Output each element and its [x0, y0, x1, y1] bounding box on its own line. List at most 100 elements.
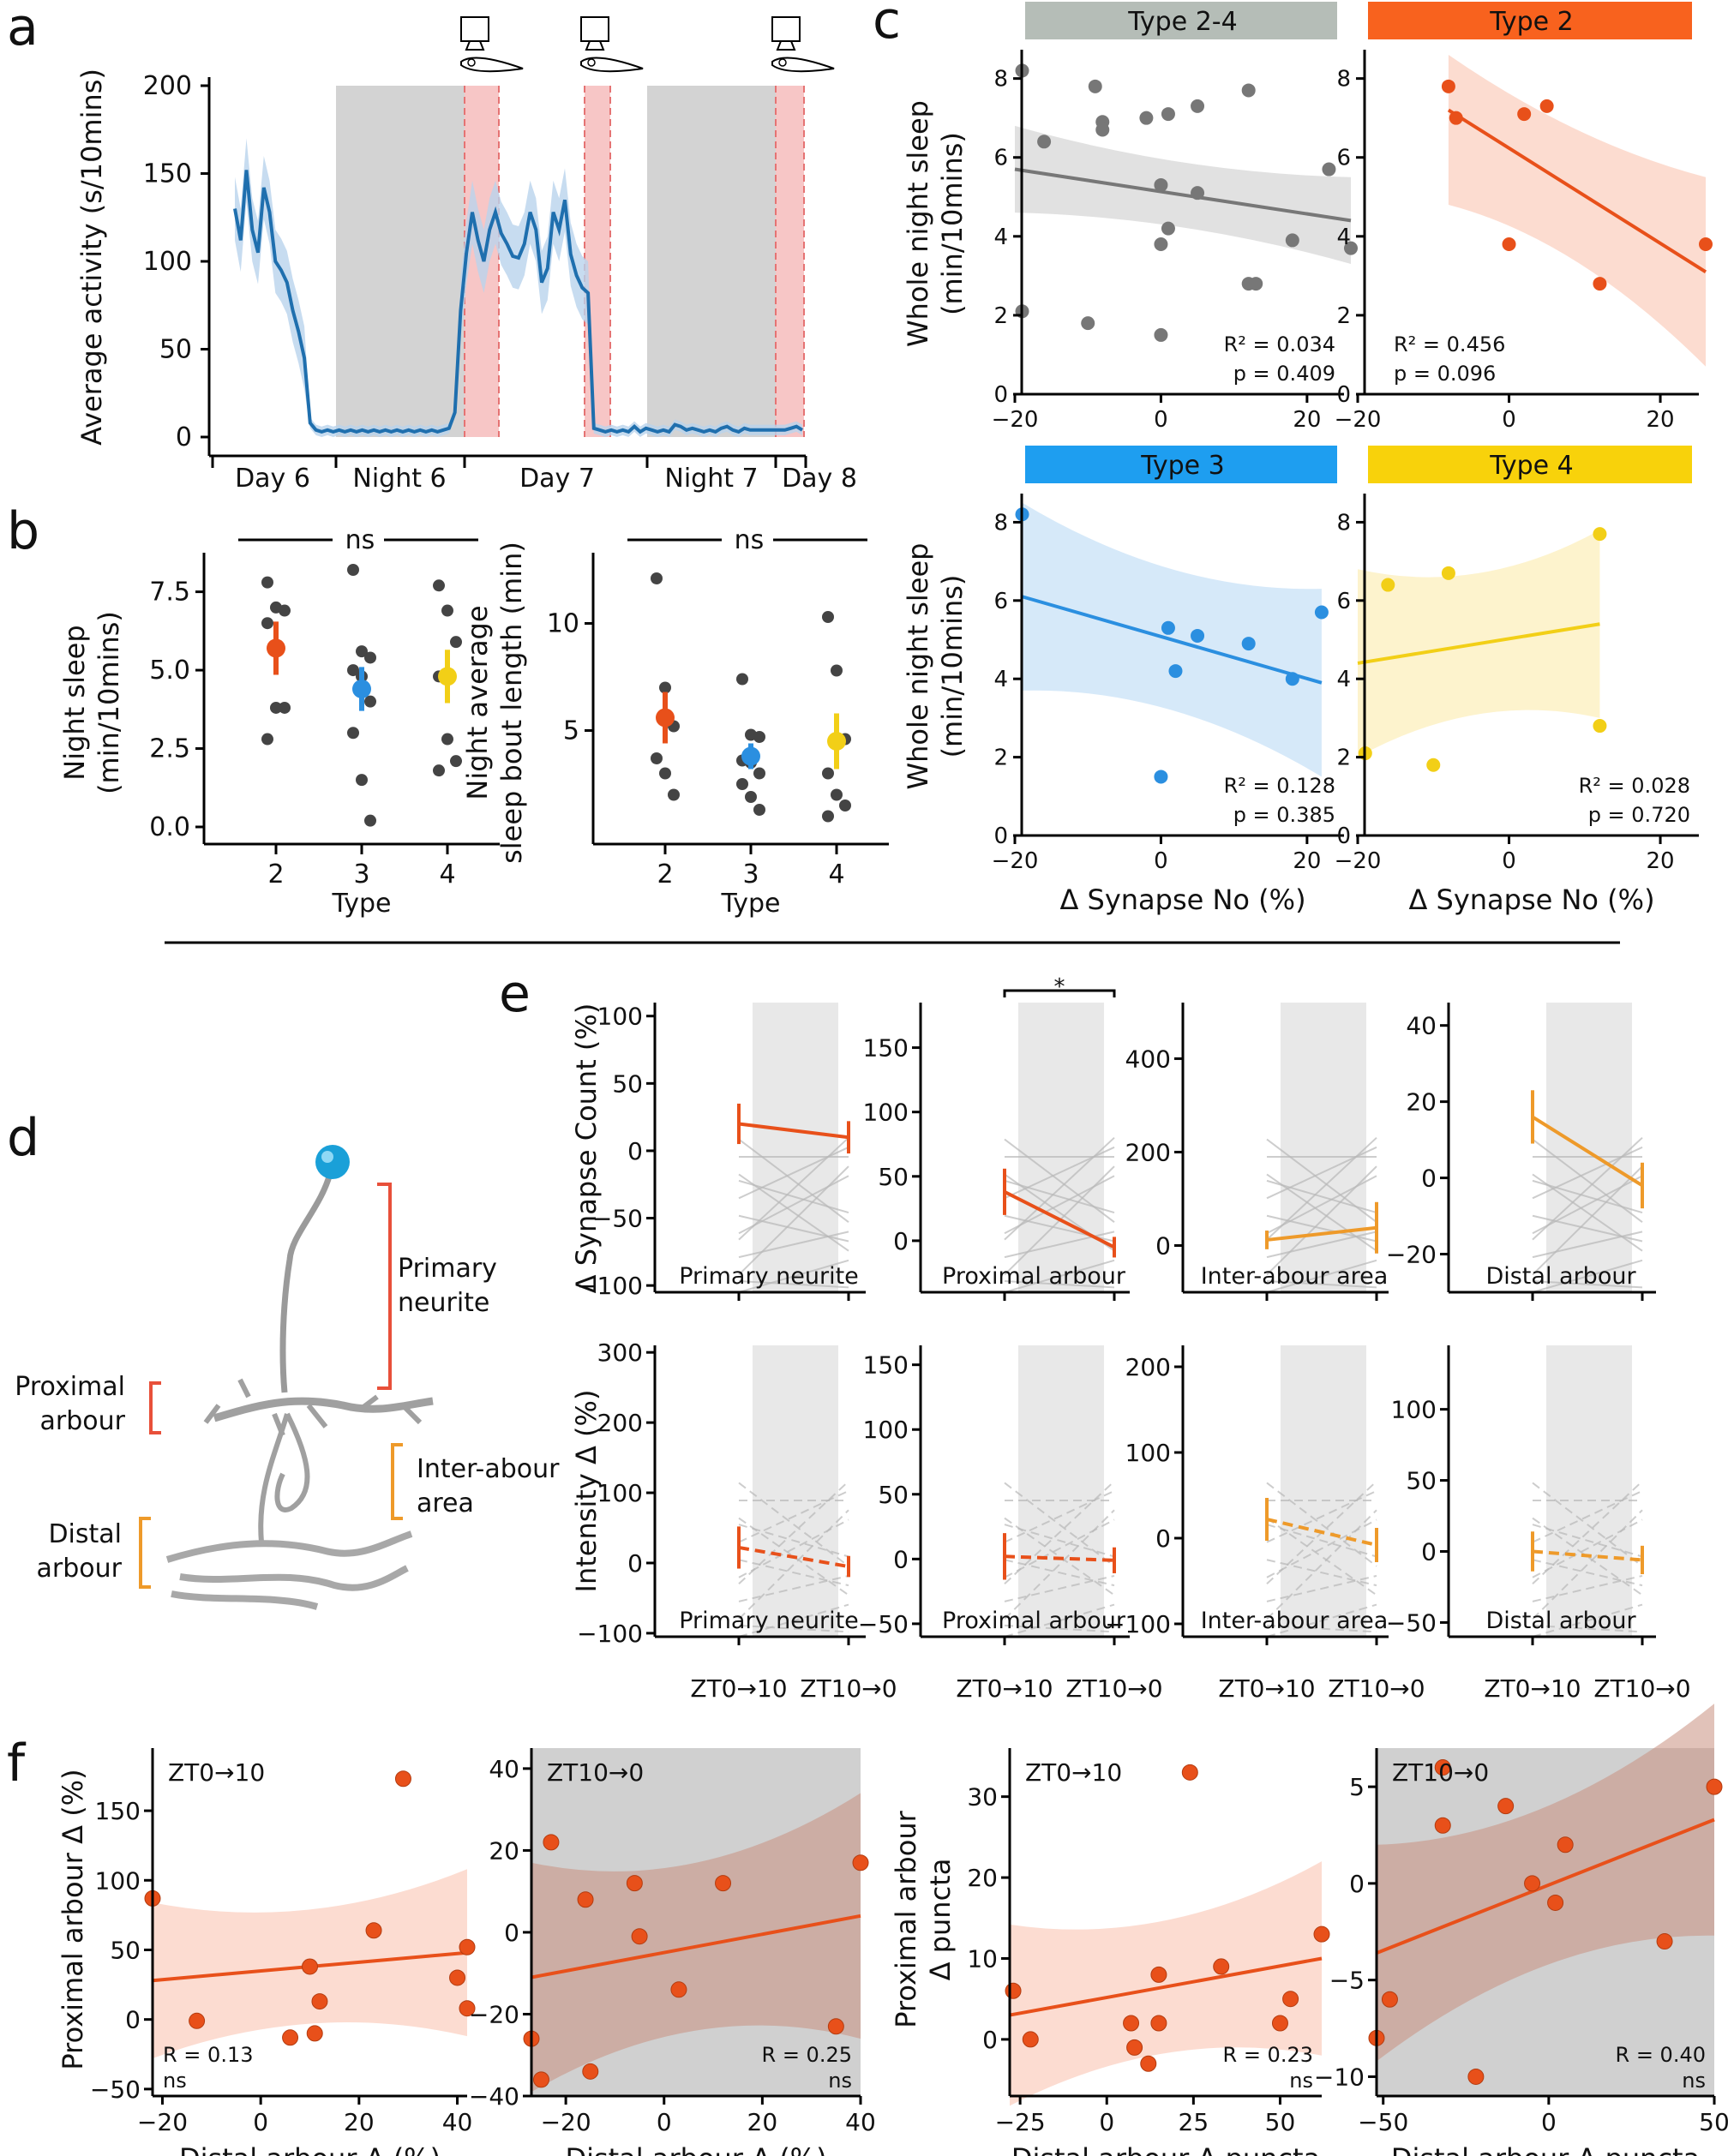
chart-title: Type 2-4	[1127, 7, 1237, 37]
data-point	[1441, 566, 1455, 580]
significance-label: ns	[1682, 2069, 1706, 2093]
panel-label-d: d	[7, 1108, 39, 1168]
data-point	[270, 701, 282, 714]
night-sleep-chart: 0.0 2.5 5.0 7.5 2 3 4 Type ns Night sleep (min/10m…	[58, 525, 500, 919]
soma	[315, 1145, 350, 1179]
region-label: Proximal arbour	[942, 1608, 1126, 1634]
y-tick-label: 0	[893, 1545, 909, 1573]
individual-trace	[1004, 1482, 1115, 1567]
y-tick-label: 6	[993, 589, 1008, 614]
individual-trace	[1004, 1624, 1115, 1633]
x-tick-label: ZT0→10	[690, 1674, 787, 1703]
y-tick-label: 300	[597, 1339, 643, 1367]
individual-trace	[738, 1509, 849, 1620]
data-point	[364, 814, 376, 827]
projector-icon	[465, 40, 485, 51]
data-point	[365, 1922, 382, 1939]
y-tick-label: −20	[469, 2000, 519, 2028]
y-tick-label: 20	[489, 1836, 519, 1865]
individual-trace	[738, 1524, 849, 1558]
individual-trace	[1532, 1603, 1643, 1638]
y-axis-label: Whole night sleep	[902, 543, 934, 790]
data-point	[831, 788, 843, 801]
y-tick-label: 150	[863, 1351, 909, 1380]
data-point	[450, 636, 462, 649]
x-tick-label: 0	[1541, 2108, 1557, 2136]
data-point	[1191, 628, 1205, 643]
individual-trace	[1004, 1559, 1115, 1587]
label-primary: neurite	[398, 1288, 489, 1318]
data-point	[1126, 2039, 1143, 2056]
panel-label-b: b	[7, 501, 39, 561]
individual-trace	[738, 1517, 849, 1596]
label-distal: Distal	[48, 1519, 122, 1549]
individual-trace	[1266, 1179, 1377, 1214]
data-point	[1181, 1764, 1198, 1781]
confidence-band	[531, 1793, 861, 2093]
y-tick-label: 200	[1125, 1353, 1171, 1381]
stimulus-window	[776, 86, 804, 437]
data-point	[302, 1958, 318, 1975]
x-tick-label: −20	[992, 407, 1039, 433]
individual-trace	[1266, 1482, 1377, 1567]
mean-marker	[352, 680, 371, 699]
mean-line	[1004, 1554, 1115, 1562]
regression-line	[1376, 1818, 1715, 1955]
mean-line	[738, 1545, 849, 1569]
mean-line	[1532, 1549, 1643, 1562]
period-label: Night 6	[352, 464, 446, 494]
y-tick-label: 50	[878, 1481, 909, 1509]
data-point	[279, 604, 291, 617]
y-tick-label: −50	[90, 2075, 141, 2104]
individual-trace	[1004, 1524, 1115, 1558]
condition-title: ZT0→10	[1025, 1758, 1122, 1787]
x-tick-label: 20	[1646, 848, 1674, 874]
data-point	[1314, 605, 1329, 620]
y-tick-label: 30	[967, 1783, 998, 1812]
data-point	[753, 804, 765, 816]
y-tick-label: 0	[1349, 1870, 1365, 1898]
y-tick-label: 0	[125, 2006, 141, 2034]
y-tick-label: 4	[993, 225, 1008, 250]
data-point	[1271, 2015, 1288, 2032]
y-tick-label: 50	[612, 1069, 643, 1098]
mean-line	[1266, 1518, 1377, 1547]
period-label: Day 6	[235, 464, 310, 494]
stimulus-window	[585, 86, 610, 437]
data-point	[189, 2012, 206, 2029]
panel-label-f: f	[7, 1734, 27, 1794]
data-point	[306, 2025, 323, 2042]
x-tick-label: 4	[439, 859, 455, 889]
y-tick-label: 5.0	[149, 656, 190, 686]
data-point	[626, 1875, 643, 1892]
y-tick-label: 0	[893, 1227, 909, 1255]
data-point	[1593, 527, 1607, 542]
y-tick-label: 4	[993, 667, 1008, 692]
individual-trace	[1266, 1524, 1377, 1558]
data-point	[822, 611, 834, 623]
individual-trace	[1532, 1259, 1643, 1293]
data-point	[1154, 327, 1168, 342]
data-point	[450, 755, 462, 768]
data-point	[753, 767, 765, 780]
projector-icon	[776, 40, 796, 51]
individual-trace	[1532, 1574, 1643, 1602]
data-point	[1706, 1778, 1723, 1795]
data-point	[831, 664, 843, 677]
mean-marker	[438, 667, 457, 686]
individual-trace	[738, 1574, 849, 1602]
individual-trace	[738, 1231, 849, 1259]
x-axis-label: Distal arbour Δ puncta	[1011, 2142, 1320, 2156]
y-tick-label: 0	[176, 422, 192, 452]
individual-trace	[1266, 1559, 1377, 1587]
x-tick-label: 20	[1646, 407, 1674, 433]
y-tick-label: 6	[1336, 146, 1351, 171]
significance-label: *	[1054, 974, 1065, 1000]
data-point	[1161, 221, 1175, 236]
shaded-window	[1281, 1345, 1366, 1637]
individual-trace	[1004, 1138, 1115, 1224]
condition-title: ZT0→10	[168, 1758, 265, 1787]
projector-icon	[585, 40, 605, 51]
panel-label-c: c	[873, 0, 901, 51]
y-tick-label: 0	[1421, 1165, 1437, 1193]
